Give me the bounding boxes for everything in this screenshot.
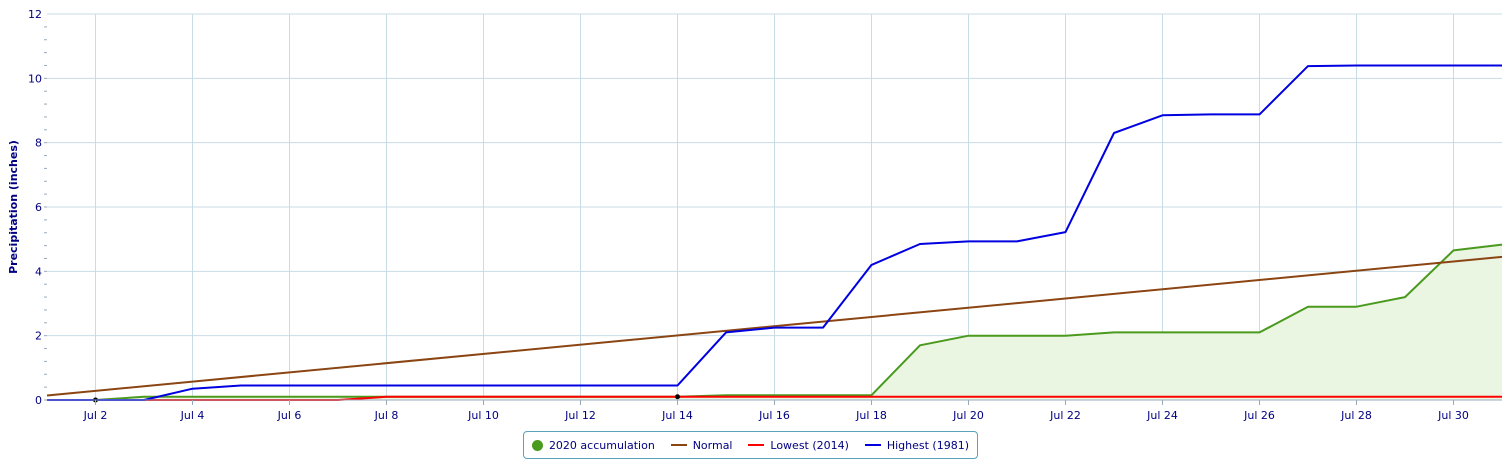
series-area-2020-accumulation <box>47 244 1502 400</box>
legend-item-normal[interactable]: Normal <box>670 438 733 452</box>
x-axis-ticks: Jul 2 Jul 4 Jul 6 Jul 8 Jul 10 Jul 12 Jul 14 Ju… <box>83 400 1469 422</box>
y-tick-label: 8 <box>35 137 42 150</box>
x-tick-label: Jul 30 <box>1437 409 1469 422</box>
x-tick-label: Jul 26 <box>1243 409 1275 422</box>
data-point-marker[interactable] <box>675 394 680 400</box>
blue-line-icon <box>864 444 881 446</box>
x-tick-label: Jul 12 <box>564 409 596 422</box>
red-line-icon <box>748 444 765 446</box>
x-tick-label: Jul 24 <box>1146 409 1178 422</box>
y-axis-ticks: 0 2 4 6 8 10 12 <box>28 8 47 407</box>
brown-line-icon <box>670 444 687 446</box>
x-tick-label: Jul 22 <box>1049 409 1081 422</box>
y-axis-title: Precipitation (inches) <box>7 140 20 274</box>
x-tick-label: Jul 16 <box>758 409 790 422</box>
y-tick-label: 12 <box>28 8 42 21</box>
legend-label: Highest (1981) <box>886 438 969 452</box>
legend-item-lowest-2014[interactable]: Lowest (2014) <box>748 439 849 452</box>
x-tick-label: Jul 10 <box>467 409 499 422</box>
y-tick-label: 2 <box>35 330 42 343</box>
area-layer <box>47 244 1502 400</box>
x-tick-label: Jul 8 <box>374 409 399 422</box>
legend-label: 2020 accumulation <box>548 438 655 452</box>
x-tick-label: Jul 2 <box>83 409 108 422</box>
chart-legend: 2020 accumulation Normal Lowest (2014) H… <box>523 431 978 459</box>
y-tick-label: 0 <box>35 394 42 407</box>
x-tick-label: Jul 6 <box>277 409 302 422</box>
x-tick-label: Jul 14 <box>661 409 693 422</box>
x-tick-label: Jul 4 <box>180 409 205 422</box>
y-tick-label: 10 <box>28 72 42 85</box>
y-tick-label: 6 <box>35 201 42 214</box>
legend-label: Lowest (2014) <box>770 438 849 452</box>
x-tick-label: Jul 28 <box>1340 409 1372 422</box>
y-tick-label: 4 <box>35 265 42 278</box>
series-line-highest-1981[interactable] <box>47 64 1502 401</box>
legend-label: Normal <box>692 438 733 452</box>
legend-item-highest-1981[interactable]: Highest (1981) <box>864 438 969 452</box>
series-line-normal[interactable] <box>46 255 1503 397</box>
x-tick-label: Jul 20 <box>952 409 984 422</box>
series-line-2020-accumulation[interactable] <box>47 243 1503 401</box>
green-dot-icon <box>531 439 543 451</box>
x-tick-label: Jul 18 <box>855 409 887 422</box>
legend-item-2020-accumulation[interactable]: 2020 accumulation <box>531 438 655 452</box>
precipitation-chart: Jul 2 Jul 4 Jul 6 Jul 8 Jul 10 Jul 12 Jul 14 Ju… <box>7 8 1503 422</box>
